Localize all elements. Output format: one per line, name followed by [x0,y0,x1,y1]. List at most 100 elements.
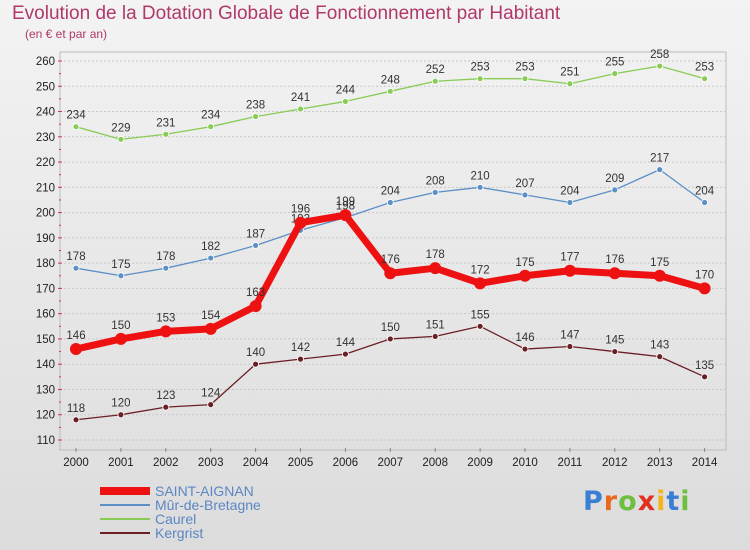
brand-letter: i [680,486,691,517]
chart-title: Evolution de la Dotation Globale de Fonc… [12,3,561,24]
brand-letter: r [603,486,619,517]
data-point-mur-de-bretagne [566,199,574,206]
data-label-kergrist: 124 [201,388,221,400]
data-label-saint-aignan: 153 [156,312,175,324]
data-point-caurel [566,80,574,88]
data-label-caurel: 255 [605,57,624,69]
data-label-kergrist: 120 [111,398,130,410]
data-label-kergrist: 118 [67,403,85,415]
data-label-mur-de-bretagne: 182 [201,241,220,253]
y-tick-label: 140 [36,359,55,371]
data-point-mur-de-bretagne [117,272,125,280]
legend-swatch-kergrist [100,532,150,534]
data-point-caurel [476,75,484,83]
legend-label-kergrist: Kergrist [155,525,204,541]
data-label-mur-de-bretagne: 210 [471,170,490,182]
data-label-kergrist: 143 [650,340,669,352]
data-label-mur-de-bretagne: 178 [156,251,175,263]
data-point-saint-aignan [384,267,397,280]
data-point-kergrist [341,350,349,358]
data-label-saint-aignan: 146 [66,330,85,342]
data-label-mur-de-bretagne: 217 [650,153,669,165]
data-label-saint-aignan: 154 [201,310,221,322]
proxiti-logo: Proxiti [583,486,691,517]
x-tick-label: 2002 [153,457,179,469]
data-point-saint-aignan [294,216,307,229]
data-label-caurel: 244 [336,84,356,96]
x-tick-label: 2004 [243,457,269,469]
x-tick-label: 2010 [512,457,538,469]
data-point-kergrist [431,333,439,340]
y-tick-label: 110 [37,435,55,447]
data-label-kergrist: 140 [246,347,265,359]
data-point-saint-aignan [249,300,262,313]
data-point-saint-aignan [204,322,217,335]
data-point-saint-aignan [653,269,666,282]
data-label-saint-aignan: 150 [111,320,130,332]
data-point-kergrist [117,411,125,419]
data-point-mur-de-bretagne [431,188,439,196]
y-tick-label: 190 [36,233,55,245]
data-label-mur-de-bretagne: 208 [426,175,445,187]
y-tick-label: 200 [36,208,55,220]
y-tick-label: 260 [36,56,55,68]
x-tick-label: 2005 [288,457,314,469]
y-tick-label: 210 [36,182,55,194]
data-label-mur-de-bretagne: 204 [560,185,580,197]
y-tick-label: 250 [36,81,55,93]
data-point-kergrist [701,373,708,381]
data-label-kergrist: 151 [426,319,445,331]
y-tick-label: 120 [36,410,55,422]
y-tick-label: 160 [36,309,55,321]
data-label-mur-de-bretagne: 204 [381,185,401,197]
data-label-mur-de-bretagne: 204 [695,185,715,197]
data-point-caurel [611,70,619,78]
y-tick-label: 150 [36,334,55,346]
x-tick-label: 2011 [558,457,583,469]
data-point-mur-de-bretagne [656,166,664,174]
legend-label-saint-aignan: SAINT-AIGNAN [155,483,254,499]
data-point-saint-aignan [608,267,621,280]
data-label-mur-de-bretagne: 207 [515,178,534,190]
brand-letter: P [583,486,604,517]
data-point-caurel [701,75,708,83]
data-point-mur-de-bretagne [386,199,394,206]
data-point-kergrist [656,353,664,361]
data-point-mur-de-bretagne [476,183,484,191]
legend-label-mur-de-bretagne: Mûr-de-Bretagne [155,497,261,513]
data-point-kergrist [386,335,394,343]
data-point-kergrist [297,355,304,363]
data-label-mur-de-bretagne: 198 [336,201,355,213]
data-label-caurel: 253 [515,62,534,74]
legend-swatch-mur-de-bretagne [100,504,150,506]
data-point-saint-aignan [474,277,487,290]
chart-subtitle: (en € et par an) [25,27,108,41]
data-point-caurel [656,62,664,70]
data-label-caurel: 234 [66,110,86,122]
data-point-saint-aignan [429,262,442,275]
data-point-caurel [117,135,125,143]
data-label-saint-aignan: 176 [605,254,624,266]
data-point-mur-de-bretagne [611,186,619,194]
data-point-caurel [341,98,349,105]
data-point-kergrist [476,322,484,330]
data-point-saint-aignan [159,325,172,338]
data-point-caurel [431,77,439,85]
data-label-kergrist: 142 [291,342,310,354]
x-tick-label: 2006 [333,457,359,469]
x-tick-label: 2000 [63,457,89,469]
data-label-caurel: 253 [471,62,490,74]
data-point-kergrist [521,345,529,353]
legend-swatch-saint-aignan [100,487,150,495]
data-label-saint-aignan: 175 [515,257,534,269]
data-label-kergrist: 146 [515,332,534,344]
data-point-kergrist [72,416,80,424]
data-point-mur-de-bretagne [521,191,529,199]
data-point-kergrist [252,360,260,368]
data-label-kergrist: 135 [695,360,714,372]
data-label-kergrist: 145 [605,335,624,347]
x-tick-label: 2014 [692,457,718,469]
data-point-caurel [521,75,529,83]
y-tick-label: 170 [36,283,55,295]
